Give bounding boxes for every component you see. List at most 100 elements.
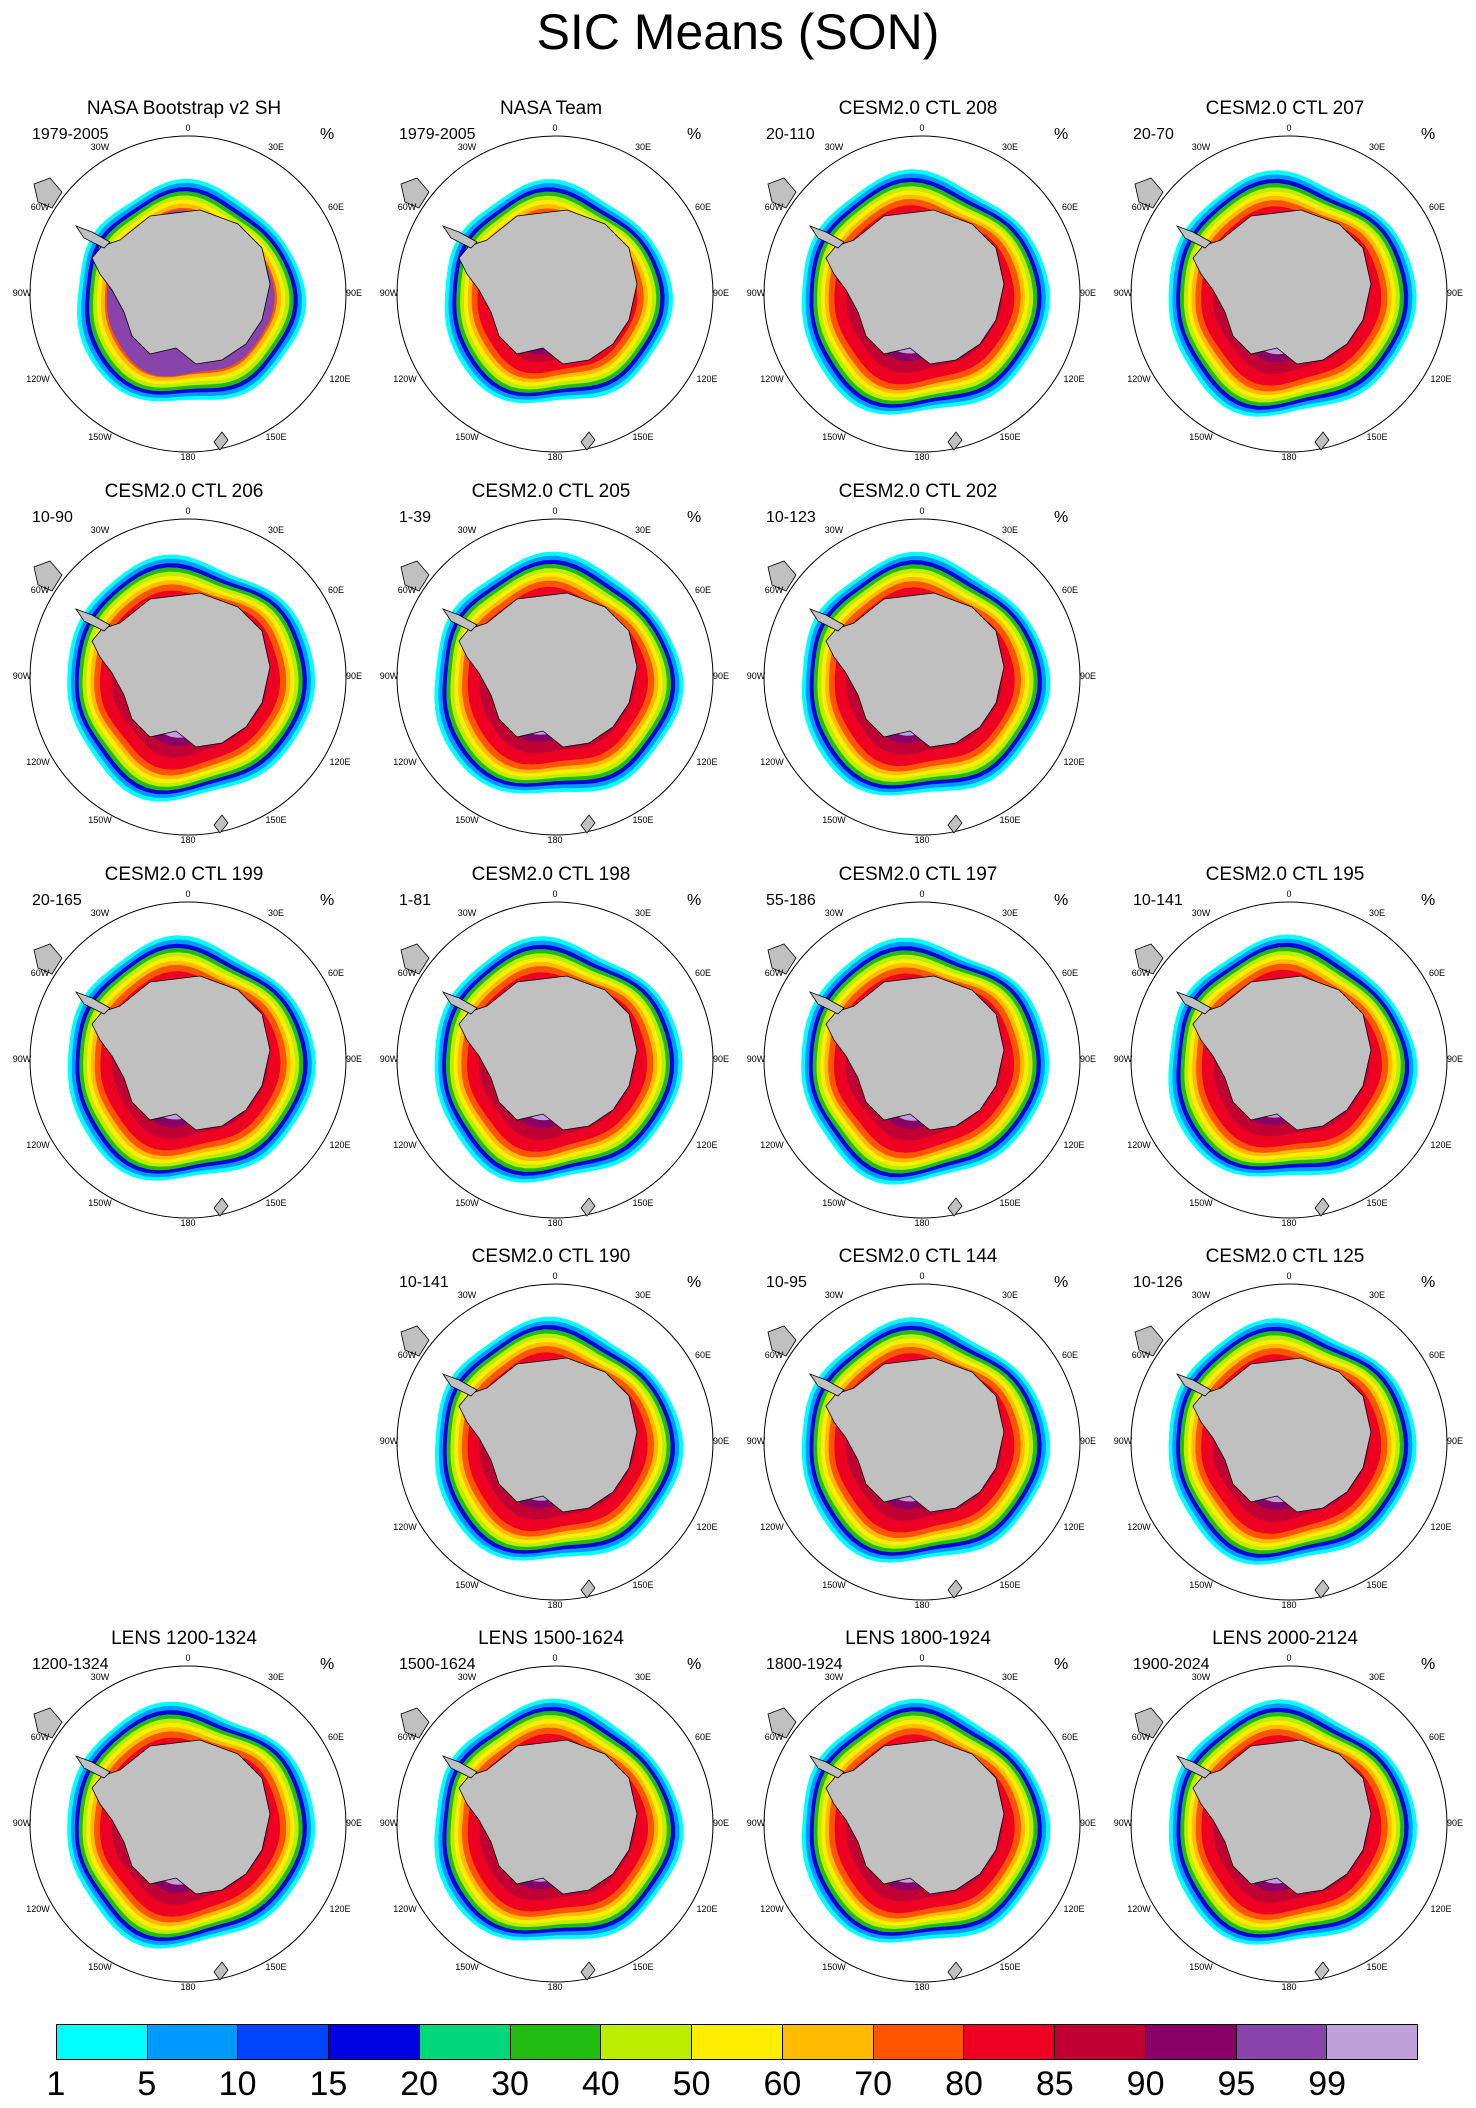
- colorbar-tick-label: 15: [309, 2065, 348, 2103]
- lon-label-180: 180: [547, 1600, 562, 1610]
- panel-unit: %: [1421, 892, 1436, 909]
- lon-label-90e: 90E: [1447, 1436, 1463, 1446]
- new-zealand-landmass: [947, 1197, 963, 1217]
- new-zealand-landmass: [947, 814, 963, 834]
- lon-label-60e: 60E: [1062, 968, 1078, 978]
- lon-label-120e: 120E: [696, 1522, 717, 1532]
- lon-label-90e: 90E: [1080, 288, 1096, 298]
- lon-label-60w: 60W: [765, 1350, 784, 1360]
- lon-label-90w: 90W: [747, 288, 766, 298]
- panel-title: CESM2.0 CTL 197: [838, 864, 998, 885]
- lon-label-150e: 150E: [999, 1198, 1020, 1208]
- lon-label-60e: 60E: [1062, 585, 1078, 595]
- lon-label-150e: 150E: [632, 1198, 653, 1208]
- panel-unit: %: [1054, 509, 1069, 526]
- map-panel: 0 30W 30E 60W 60E 90W 90E 120W 120E 150W 150E 180 LE…: [734, 1628, 1102, 2000]
- lon-label-150w: 150W: [1189, 432, 1213, 442]
- lon-label-30w: 30W: [458, 1290, 477, 1300]
- lon-label-90e: 90E: [713, 1054, 729, 1064]
- lon-label-150w: 150W: [822, 1580, 846, 1590]
- lon-label-90e: 90E: [1080, 1054, 1096, 1064]
- new-zealand-landmass: [1314, 1197, 1330, 1217]
- new-zealand-landmass: [580, 814, 596, 834]
- panel-years: 10-141: [399, 1274, 449, 1291]
- lon-label-90e: 90E: [713, 288, 729, 298]
- panel-years: 10-126: [1133, 1274, 1183, 1291]
- lon-label-60w: 60W: [31, 585, 50, 595]
- polar-map: 0 30W 30E 60W 60E 90W 90E 120W 120E 150W 150E 180: [13, 889, 362, 1228]
- colorbar-swatch: [601, 2025, 693, 2059]
- lon-label-180: 180: [914, 835, 929, 845]
- colorbar-swatch: [1145, 2025, 1237, 2059]
- lon-label-150w: 150W: [455, 1198, 479, 1208]
- antarctica-landmass: [1192, 1739, 1372, 1895]
- panel-years: 1500-1624: [399, 1656, 476, 1673]
- lon-label-120e: 120E: [329, 1904, 350, 1914]
- lon-label-0: 0: [185, 123, 190, 133]
- panel-unit: %: [687, 126, 702, 143]
- colorbar-tick-label: 95: [1217, 2065, 1256, 2103]
- map-panel: 0 30W 30E 60W 60E 90W 90E 120W 120E 150W 150E 180 CE…: [734, 864, 1102, 1236]
- antarctica-landmass: [1192, 975, 1372, 1131]
- polar-map: 0 30W 30E 60W 60E 90W 90E 120W 120E 150W 150E 180: [747, 123, 1096, 462]
- panel-title: LENS 1500-1624: [478, 1628, 624, 1649]
- south-america-landmass: [767, 1707, 797, 1739]
- panel-unit: %: [320, 1656, 335, 1673]
- panel-unit: %: [687, 892, 702, 909]
- panel-unit: %: [687, 509, 702, 526]
- map-panel: 0 30W 30E 60W 60E 90W 90E 120W 120E 150W 150E 180 CE…: [1101, 98, 1469, 470]
- colorbar-tick-label: 80: [945, 2065, 983, 2103]
- lon-label-180: 180: [1281, 1600, 1296, 1610]
- new-zealand-landmass: [580, 431, 596, 451]
- lon-label-150w: 150W: [88, 1962, 112, 1972]
- panel-title: CESM2.0 CTL 195: [1205, 864, 1365, 885]
- lon-label-150e: 150E: [1366, 1198, 1387, 1208]
- lon-label-180: 180: [914, 1600, 929, 1610]
- colorbar-tick-label: 20: [400, 2065, 439, 2103]
- lon-label-60e: 60E: [1429, 968, 1445, 978]
- lon-label-90w: 90W: [1114, 288, 1133, 298]
- panel-title: LENS 1200-1324: [111, 1628, 257, 1649]
- panel-title: CESM2.0 CTL 206: [104, 481, 264, 502]
- colorbar-swatch: [964, 2025, 1056, 2059]
- lon-label-180: 180: [914, 1982, 929, 1992]
- lon-label-60w: 60W: [31, 1732, 50, 1742]
- lon-label-60w: 60W: [765, 202, 784, 212]
- lon-label-180: 180: [180, 452, 195, 462]
- antarctic-peninsula: [1175, 1373, 1212, 1397]
- antarctica-landmass: [825, 209, 1005, 365]
- lon-label-30w: 30W: [458, 908, 477, 918]
- lon-label-90e: 90E: [1080, 671, 1096, 681]
- lon-label-180: 180: [1281, 1982, 1296, 1992]
- antarctic-peninsula: [808, 225, 845, 249]
- antarctica-landmass: [825, 975, 1005, 1131]
- lon-label-120w: 120W: [26, 374, 50, 384]
- map-panel: 0 30W 30E 60W 60E 90W 90E 120W 120E 150W 150E 180 LE…: [1101, 1628, 1469, 2000]
- lon-label-120e: 120E: [1430, 1522, 1451, 1532]
- lon-label-60e: 60E: [1429, 1350, 1445, 1360]
- lon-label-90w: 90W: [380, 288, 399, 298]
- panel-title: NASA Team: [499, 98, 603, 119]
- lon-label-120w: 120W: [393, 1522, 417, 1532]
- colorbar-tick-label: 60: [763, 2065, 802, 2103]
- polar-map: 0 30W 30E 60W 60E 90W 90E 120W 120E 150W 150E 180: [13, 506, 362, 845]
- lon-label-60w: 60W: [398, 1732, 417, 1742]
- lon-label-30e: 30E: [1369, 142, 1385, 152]
- panel-title: CESM2.0 CTL 205: [471, 481, 631, 502]
- lon-label-150e: 150E: [999, 432, 1020, 442]
- lon-label-150w: 150W: [822, 1198, 846, 1208]
- lon-label-90e: 90E: [1447, 1818, 1463, 1828]
- antarctica-landmass: [91, 592, 271, 748]
- colorbar-swatch: [57, 2025, 148, 2059]
- lon-label-60w: 60W: [398, 1350, 417, 1360]
- lon-label-180: 180: [914, 452, 929, 462]
- map-panel: 0 30W 30E 60W 60E 90W 90E 120W 120E 150W 150E 180 CE…: [0, 481, 368, 853]
- polar-map: 0 30W 30E 60W 60E 90W 90E 120W 120E 150W 150E 180: [1114, 1653, 1463, 1992]
- new-zealand-landmass: [947, 431, 963, 451]
- lon-label-150e: 150E: [632, 815, 653, 825]
- lon-label-120e: 120E: [329, 757, 350, 767]
- south-america-landmass: [1134, 177, 1164, 209]
- lon-label-60w: 60W: [398, 585, 417, 595]
- antarctic-peninsula: [441, 1373, 478, 1397]
